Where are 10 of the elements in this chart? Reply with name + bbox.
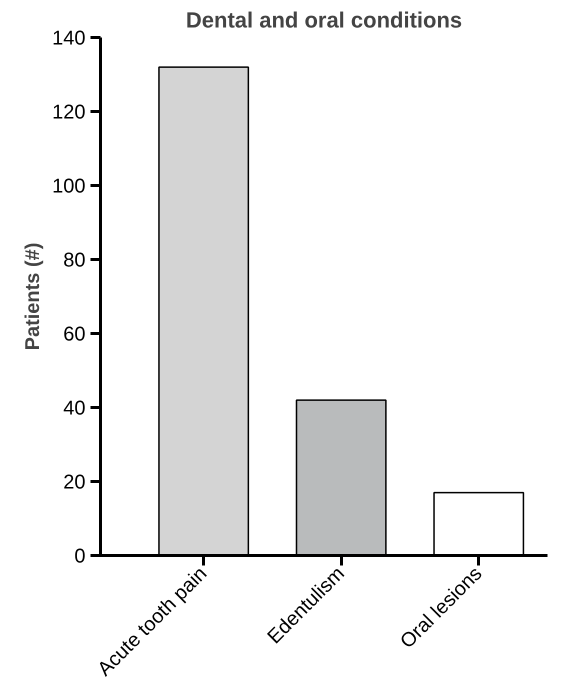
y-tick-label: 0 xyxy=(74,546,86,568)
y-tick-label: 120 xyxy=(52,102,86,124)
y-tick-label: 140 xyxy=(52,28,86,50)
y-tick-label: 40 xyxy=(63,398,86,420)
y-tick-label: 80 xyxy=(63,250,86,272)
y-tick-label: 20 xyxy=(63,472,86,494)
y-tick-label: 100 xyxy=(52,176,86,198)
y-tick-label: 60 xyxy=(63,324,86,346)
chart-title: Dental and oral conditions xyxy=(186,8,462,32)
y-axis-title: Patients (#) xyxy=(22,242,44,350)
